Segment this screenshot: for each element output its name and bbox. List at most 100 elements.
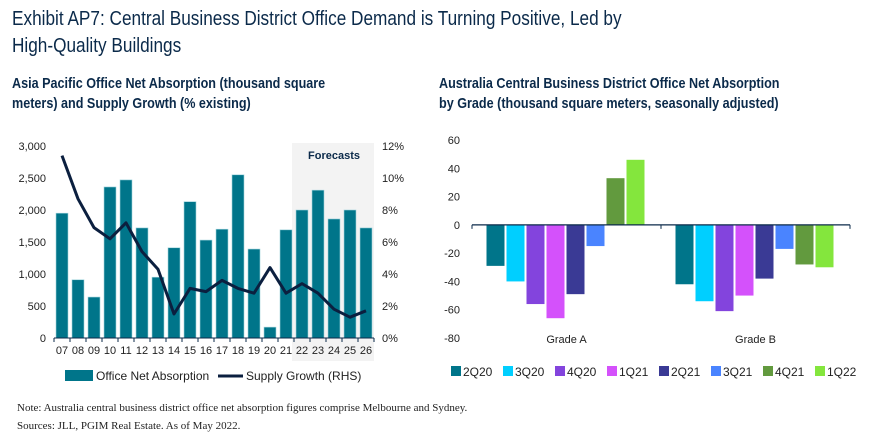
bar-2q20-grade-b <box>675 224 694 285</box>
legend-swatch-3q20 <box>503 366 513 376</box>
forecast-shading <box>292 143 374 361</box>
bar-office-net-absorption <box>55 212 69 339</box>
bar-2q21-grade-a <box>566 224 585 295</box>
bar-office-net-absorption <box>167 247 181 339</box>
y-tick-label: 60 <box>448 135 460 147</box>
bar-4q20-grade-b <box>715 224 734 312</box>
legend-swatch-3q21 <box>711 366 721 376</box>
bar-3q20-grade-b <box>695 224 714 302</box>
legend-label-office-net-absorption: Office Net Absorption <box>96 369 209 383</box>
y2-tick-label: 8% <box>382 205 398 217</box>
x-tick-label: Grade A <box>546 334 587 346</box>
y-tick-label: -40 <box>444 276 460 288</box>
y-tick-label: 40 <box>448 163 460 175</box>
left-chart-title: Asia Pacific Office Net Absorption (thou… <box>12 74 325 114</box>
legend-swatch-1q22 <box>815 366 825 376</box>
bar-office-net-absorption <box>215 228 229 339</box>
y-tick-label: 1,000 <box>18 269 46 281</box>
y-tick-label: -80 <box>444 333 460 345</box>
right-chart-title-line1: Australia Central Business District Offi… <box>439 75 780 92</box>
legend-swatch-2q20 <box>451 366 461 376</box>
legend-label-2q20: 2Q20 <box>463 365 493 379</box>
legend-label-4q21: 4Q21 <box>775 365 805 379</box>
bar-4q21-grade-a <box>606 178 625 225</box>
bar-office-net-absorption <box>199 239 213 339</box>
y2-tick-label: 12% <box>382 141 404 153</box>
y-tick-label: 0 <box>454 220 460 232</box>
y-tick-label: 20 <box>448 192 460 204</box>
y-tick-label: -60 <box>444 305 460 317</box>
legend-label-2q21: 2Q21 <box>671 365 701 379</box>
x-tick-label: 15 <box>184 345 196 357</box>
exhibit-title-line1: Exhibit AP7: Central Business District O… <box>12 8 622 30</box>
x-tick-label: 13 <box>152 345 164 357</box>
x-tick-label: 07 <box>56 345 68 357</box>
right-chart-title-line2: by Grade (thousand square meters, season… <box>439 95 779 112</box>
bar-office-net-absorption <box>103 186 117 339</box>
bar-1q21-grade-a <box>546 224 565 319</box>
legend-label-1q21: 1Q21 <box>619 365 649 379</box>
line-supply-growth <box>60 155 367 319</box>
legend-swatch-4q21 <box>763 366 773 376</box>
legend-swatch-2q21 <box>659 366 669 376</box>
y-tick-label: -20 <box>444 248 460 260</box>
x-tick-label: 22 <box>296 345 308 357</box>
x-tick-label: 16 <box>200 345 212 357</box>
legend-label-4q20: 4Q20 <box>567 365 597 379</box>
bar-2q21-grade-b <box>755 224 774 279</box>
x-tick-label: 14 <box>168 345 180 357</box>
bar-office-net-absorption <box>295 209 309 339</box>
chart-sources: Sources: JLL, PGIM Real Estate. As of Ma… <box>17 420 241 432</box>
x-tick-label: 23 <box>312 345 324 357</box>
bar-3q21-grade-a <box>586 224 605 247</box>
y2-tick-label: 2% <box>382 301 398 313</box>
y2-tick-label: 10% <box>382 173 404 185</box>
legend-label-supply-growth: Supply Growth (RHS) <box>246 369 361 383</box>
legend-label-1q22: 1Q22 <box>827 365 857 379</box>
bar-4q20-grade-a <box>526 224 545 305</box>
x-tick-label: 11 <box>120 345 131 357</box>
x-tick-label: 12 <box>136 345 148 357</box>
bar-office-net-absorption <box>263 326 277 339</box>
x-tick-label: 17 <box>216 345 228 357</box>
bar-office-net-absorption <box>87 296 101 339</box>
bar-office-net-absorption <box>327 218 341 339</box>
x-tick-label: 18 <box>232 345 244 357</box>
y-tick-label: 1,500 <box>18 237 46 249</box>
bar-office-net-absorption <box>183 201 197 339</box>
bar-4q21-grade-b <box>795 224 814 265</box>
bar-office-net-absorption <box>151 276 165 339</box>
legend-swatch-1q21 <box>607 366 617 376</box>
y-tick-label: 2,000 <box>18 205 46 217</box>
right-chart-title: Australia Central Business District Offi… <box>439 74 780 114</box>
bar-office-net-absorption <box>247 248 261 339</box>
forecast-label: Forecasts <box>308 150 360 162</box>
x-tick-label: 09 <box>88 345 100 357</box>
bar-office-net-absorption <box>135 227 149 339</box>
left-chart-title-line2: meters) and Supply Growth (% existing) <box>12 95 251 112</box>
left-chart-title-line1: Asia Pacific Office Net Absorption (thou… <box>12 75 326 92</box>
x-tick-label: 26 <box>360 345 372 357</box>
bar-3q20-grade-a <box>506 224 525 282</box>
y-tick-label: 2,500 <box>18 173 46 185</box>
y-tick-label: 0 <box>40 333 46 345</box>
bar-office-net-absorption <box>71 279 85 339</box>
bar-office-net-absorption <box>231 174 245 339</box>
y2-tick-label: 0% <box>382 333 398 345</box>
y2-tick-label: 4% <box>382 269 398 281</box>
x-tick-label: 10 <box>104 345 116 357</box>
bar-office-net-absorption <box>279 229 293 339</box>
exhibit-title: Exhibit AP7: Central Business District O… <box>12 6 700 60</box>
bar-2q20-grade-a <box>486 224 505 266</box>
bar-1q22-grade-a <box>626 159 645 225</box>
x-tick-label: Grade B <box>735 334 776 346</box>
y-tick-label: 500 <box>28 301 46 313</box>
exhibit-title-line2: High-Quality Buildings <box>12 35 182 57</box>
x-tick-label: 21 <box>280 345 292 357</box>
bar-1q21-grade-b <box>735 224 754 296</box>
x-tick-label: 25 <box>344 345 356 357</box>
x-tick-label: 20 <box>264 345 276 357</box>
x-tick-label: 08 <box>72 345 84 357</box>
legend-label-3q21: 3Q21 <box>723 365 753 379</box>
